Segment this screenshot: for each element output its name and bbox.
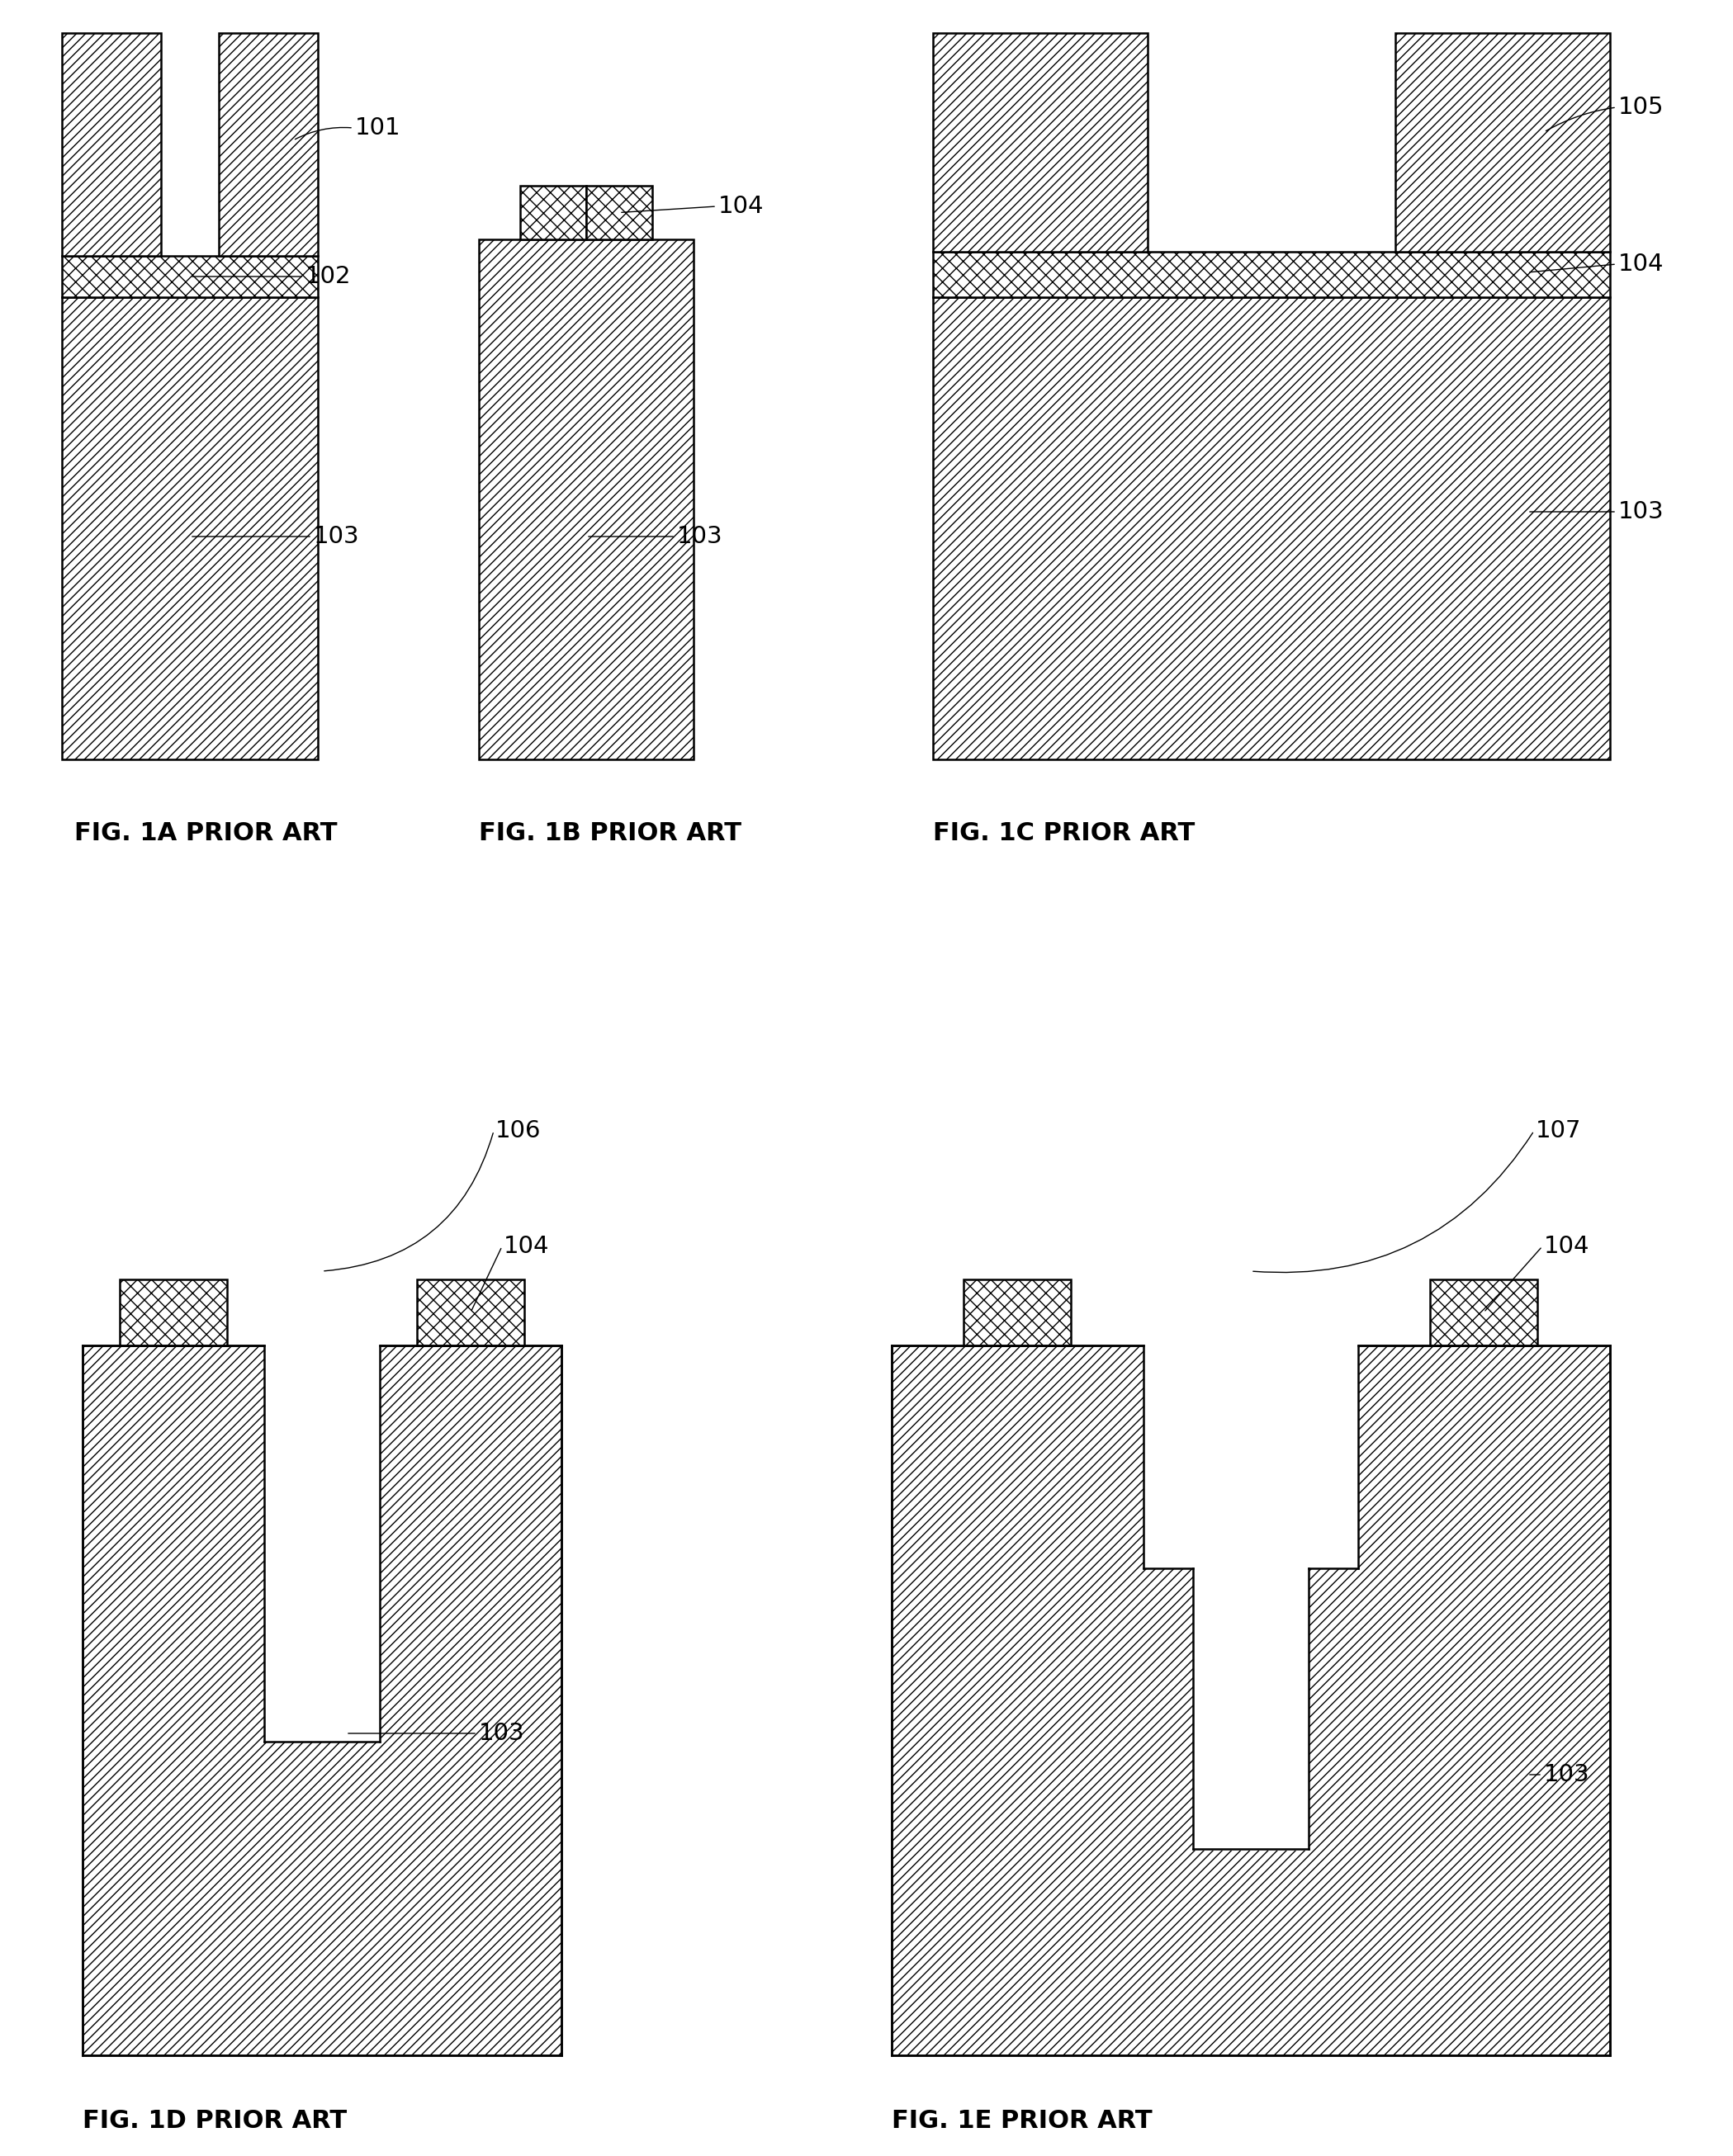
- Bar: [1144, 1343, 1359, 1567]
- Bar: [1430, 1279, 1537, 1345]
- Bar: [932, 252, 1610, 298]
- Text: 105: 105: [1619, 95, 1664, 119]
- Bar: [586, 185, 652, 239]
- Text: 103: 103: [1544, 1764, 1589, 1785]
- Bar: [1395, 32, 1610, 252]
- Bar: [932, 298, 1610, 759]
- Text: FIG. 1B PRIOR ART: FIG. 1B PRIOR ART: [478, 821, 742, 845]
- Text: 103: 103: [478, 1723, 525, 1744]
- Text: FIG. 1E PRIOR ART: FIG. 1E PRIOR ART: [892, 2109, 1152, 2132]
- Text: 102: 102: [305, 265, 352, 289]
- Text: 103: 103: [314, 524, 360, 548]
- Text: 104: 104: [504, 1235, 549, 1257]
- Bar: [520, 185, 586, 239]
- Bar: [120, 1279, 227, 1345]
- Text: FIG. 1A PRIOR ART: FIG. 1A PRIOR ART: [75, 821, 338, 845]
- Text: 107: 107: [1535, 1119, 1582, 1143]
- Text: 104: 104: [1619, 252, 1664, 276]
- Bar: [478, 239, 693, 759]
- Bar: [964, 1279, 1071, 1345]
- Text: 104: 104: [717, 194, 764, 218]
- Bar: [62, 298, 317, 759]
- Text: FIG. 1D PRIOR ART: FIG. 1D PRIOR ART: [83, 2109, 347, 2132]
- Bar: [892, 1345, 1610, 2055]
- Text: 103: 103: [678, 524, 723, 548]
- Bar: [263, 1343, 380, 1742]
- Text: FIG. 1C PRIOR ART: FIG. 1C PRIOR ART: [932, 821, 1194, 845]
- Bar: [62, 32, 161, 257]
- Text: 101: 101: [355, 116, 400, 140]
- Text: 104: 104: [1544, 1235, 1589, 1257]
- Bar: [218, 32, 317, 257]
- Bar: [932, 32, 1147, 252]
- Text: 103: 103: [1619, 500, 1664, 524]
- Bar: [418, 1279, 525, 1345]
- Bar: [83, 1345, 561, 2055]
- Bar: [62, 257, 317, 298]
- Text: 106: 106: [496, 1119, 541, 1143]
- Bar: [1192, 1567, 1308, 1850]
